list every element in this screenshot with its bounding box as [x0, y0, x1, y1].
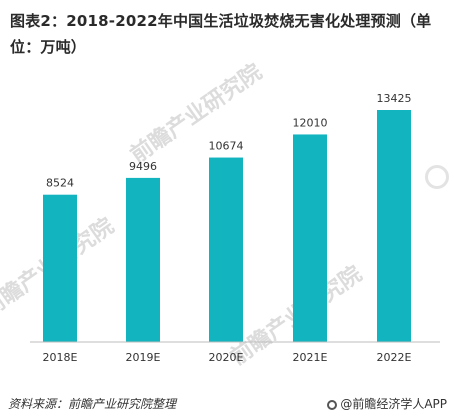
x-tick-label-2018E: 2018E	[43, 351, 78, 364]
bar-2021E	[293, 134, 327, 342]
x-tick-label-2021E: 2021E	[293, 351, 328, 364]
labels-group: 8524 2018E 9496 2019E 10674 2020E 12010 2021E 13…	[43, 92, 412, 364]
data-label-2022E: 13425	[377, 92, 412, 105]
source-note: 资料来源：前瞻产业研究院整理	[8, 397, 177, 411]
x-tick-label-2019E: 2019E	[126, 351, 161, 364]
data-label-2021E: 12010	[293, 116, 328, 129]
x-tick-label-2020E: 2020E	[209, 351, 244, 364]
brand-credit: @前瞻经济学人APP	[327, 395, 447, 412]
x-tick-label-2022E: 2022E	[377, 351, 412, 364]
brand-text: @前瞻经济学人APP	[340, 397, 447, 411]
bars-group	[43, 110, 411, 342]
brand-logo-icon	[327, 400, 338, 410]
chart-title: 图表2：2018-2022年中国生活垃圾焚烧无害化处理预测（单位：万吨）	[10, 12, 432, 56]
bar-2020E	[209, 157, 243, 342]
bar-2019E	[126, 177, 160, 342]
bar-2018E	[43, 194, 77, 342]
data-label-2018E: 8524	[46, 177, 74, 190]
data-label-2019E: 9496	[129, 160, 157, 173]
data-label-2020E: 10674	[209, 140, 244, 153]
bar-2022E	[377, 110, 411, 342]
